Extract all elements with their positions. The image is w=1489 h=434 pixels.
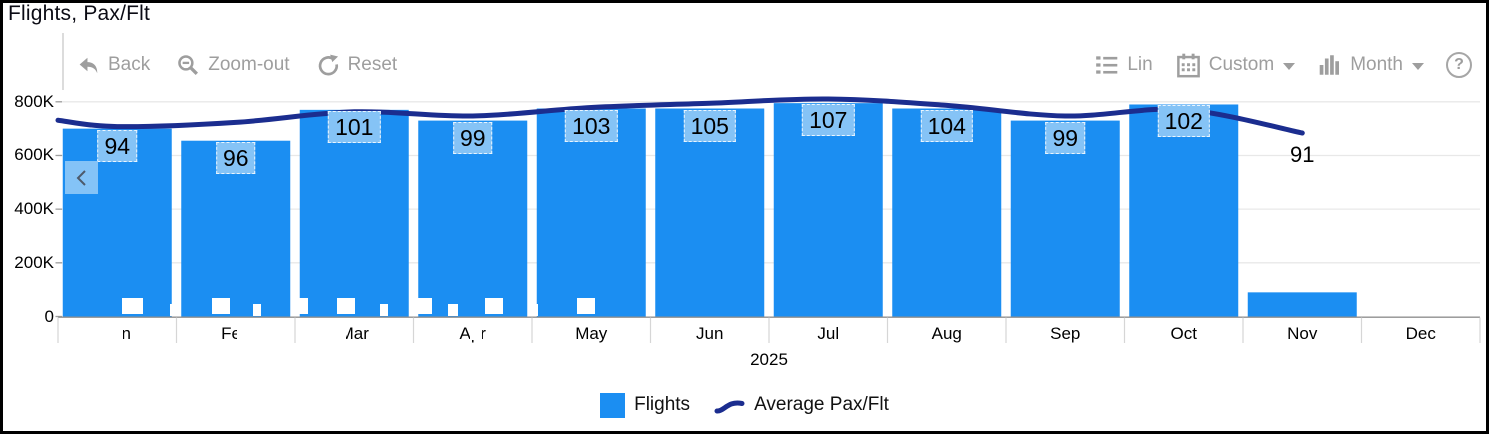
render-artifact <box>470 323 482 340</box>
x-axis-group-label: 2025 <box>750 350 788 369</box>
month-label-mar: Mar <box>339 324 369 343</box>
value-label-jun: 105 <box>683 109 736 142</box>
month-label-oct: Oct <box>1170 324 1197 343</box>
value-label-may: 103 <box>565 109 618 142</box>
left-chevron-icon <box>76 169 86 186</box>
toolbar-right: Lin Custom <box>1094 50 1472 80</box>
render-artifact <box>337 298 355 314</box>
value-label-apr: 99 <box>452 121 493 154</box>
legend-item-flights[interactable]: Flights <box>600 392 691 418</box>
value-label-nov: 91 <box>1290 142 1315 167</box>
bar-nov[interactable] <box>1247 292 1357 317</box>
y-axis-label-0: 0 <box>44 306 54 326</box>
bar-aug[interactable] <box>892 108 1002 317</box>
month-label-jun: Jun <box>696 324 724 343</box>
render-artifact <box>485 298 503 314</box>
month-label-dec: Dec <box>1405 324 1436 343</box>
bar-mar[interactable] <box>299 109 409 317</box>
render-artifact <box>100 323 123 340</box>
legend-label-flights: Flights <box>634 394 691 415</box>
bar-jul[interactable] <box>773 103 883 317</box>
bar-jun[interactable] <box>655 108 765 317</box>
y-axis-label-600K: 600K <box>14 145 54 165</box>
month-label-may: May <box>575 324 608 343</box>
value-label-jan: 94 <box>97 129 138 162</box>
lin-label: Lin <box>1127 54 1153 75</box>
value-label-sep: 99 <box>1045 121 1086 154</box>
render-artifact <box>122 298 143 314</box>
render-artifact <box>528 304 538 316</box>
month-label: Month <box>1350 54 1403 75</box>
flights-swatch-icon <box>600 392 626 418</box>
month-label-feb: Feb <box>221 324 251 343</box>
chevron-down-icon <box>1412 63 1424 70</box>
render-artifact <box>298 298 308 314</box>
render-artifact <box>253 304 261 316</box>
bar-may[interactable] <box>536 108 646 317</box>
legend-label-average-pax-flt: Average Pax/Flt <box>754 394 889 415</box>
bar-oct[interactable] <box>1129 104 1239 317</box>
y-axis-label-800K: 800K <box>14 91 54 111</box>
custom-dropdown[interactable]: Custom <box>1175 52 1296 79</box>
zoom-out-label: Zoom-out <box>208 54 290 75</box>
legend: Flights Average Pax/Flt <box>0 392 1489 418</box>
value-label-mar: 101 <box>328 110 381 143</box>
zoom-out-button[interactable]: Zoom-out <box>176 53 290 78</box>
help-button[interactable]: ? <box>1446 52 1472 78</box>
month-label-aug: Aug <box>931 324 962 343</box>
value-label-feb: 96 <box>215 141 256 174</box>
back-label: Back <box>108 54 151 75</box>
calendar-icon <box>1176 53 1200 77</box>
reset-label: Reset <box>347 54 398 75</box>
render-artifact <box>212 298 230 314</box>
reset-icon <box>318 54 338 75</box>
custom-label: Custom <box>1208 54 1275 75</box>
lin-button[interactable]: Lin <box>1094 52 1153 78</box>
render-artifact <box>380 304 388 316</box>
list-icon <box>1096 56 1118 74</box>
value-label-aug: 104 <box>920 109 973 142</box>
render-artifact <box>413 298 432 314</box>
page-title: Flights, Pax/Flt <box>8 2 151 25</box>
y-axis-label-200K: 200K <box>14 252 54 272</box>
render-artifact <box>577 298 595 314</box>
render-artifact <box>237 323 250 340</box>
back-icon <box>79 57 98 73</box>
scrollbar-left-handle[interactable] <box>65 161 98 194</box>
back-button[interactable]: Back <box>76 53 150 78</box>
render-artifact <box>332 323 346 340</box>
help-icon: ? <box>1454 56 1464 73</box>
month-label-nov: Nov <box>1287 324 1318 343</box>
month-label-sep: Sep <box>1050 324 1081 343</box>
render-artifact <box>448 304 458 316</box>
legend-item-average-pax-flt[interactable]: Average Pax/Flt <box>714 392 889 418</box>
reset-button[interactable]: Reset <box>316 53 398 78</box>
y-axis-label-400K: 400K <box>14 199 54 219</box>
zoom-out-icon <box>178 54 199 75</box>
month-dropdown[interactable]: Month <box>1317 52 1424 78</box>
toolbar-left: Back Zoom-out Reset <box>76 50 397 80</box>
chevron-down-icon <box>1283 63 1296 70</box>
value-label-oct: 102 <box>1157 105 1210 138</box>
month-label-jul: Jul <box>817 324 840 343</box>
average-pax-flt-line <box>55 96 1305 136</box>
render-artifact <box>170 304 179 316</box>
column-chart-icon <box>1319 55 1340 75</box>
value-label-jul: 107 <box>802 104 855 137</box>
toolbar-separator <box>62 33 64 90</box>
line-swatch-icon <box>714 400 745 414</box>
